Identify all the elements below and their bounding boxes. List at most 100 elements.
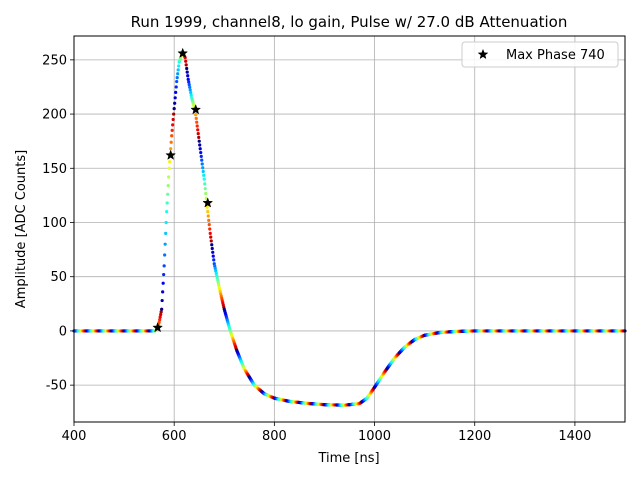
waveform-point: [163, 253, 167, 257]
waveform-point: [208, 227, 212, 231]
waveform-point: [216, 278, 220, 282]
waveform-point: [166, 192, 170, 196]
waveform-point: [204, 196, 208, 200]
waveform-point: [188, 85, 192, 89]
waveform-point: [170, 134, 174, 138]
max-phase-marker: [152, 321, 164, 333]
waveform-point: [183, 56, 187, 60]
waveform-point: [195, 120, 199, 124]
waveform-point: [175, 76, 179, 80]
waveform-point: [211, 254, 215, 258]
max-phase-marker: [177, 47, 189, 58]
waveform-point: [198, 143, 202, 147]
waveform-point: [187, 80, 191, 84]
waveform-point: [171, 123, 175, 127]
waveform-point: [158, 315, 162, 319]
waveform-point: [186, 74, 190, 78]
waveform-point: [159, 312, 163, 317]
waveform-point: [199, 154, 203, 158]
y-tick-label: 200: [42, 108, 67, 123]
waveform-point: [194, 113, 198, 117]
waveform-point: [160, 307, 164, 311]
waveform-point: [169, 140, 173, 144]
max-phase-marker: [202, 197, 214, 208]
waveform-point: [176, 72, 180, 76]
x-axis-ticks: 400 600 800 1000 1200 1400: [62, 422, 591, 444]
waveform-point: [185, 70, 189, 74]
waveform-point: [200, 162, 204, 166]
waveform-point: [189, 90, 193, 95]
waveform-point: [206, 210, 210, 214]
x-tick-label: 600: [162, 429, 187, 444]
legend-box: [461, 41, 619, 68]
y-tick-label: 100: [42, 216, 67, 231]
x-axis-label: Time [ns]: [317, 451, 379, 466]
waveform-point: [187, 83, 191, 87]
waveform-point: [213, 264, 217, 268]
waveform-point: [160, 298, 164, 303]
waveform-point: [214, 271, 218, 275]
waveform-point: [157, 320, 161, 324]
waveform-point: [209, 235, 213, 239]
waveform-point: [167, 175, 171, 179]
waveform-point: [204, 191, 208, 196]
max-phase-markers: [152, 47, 214, 333]
waveform-point: [196, 131, 200, 136]
waveform-point: [174, 90, 178, 94]
waveform-point: [171, 117, 175, 122]
y-tick-label: -50: [46, 379, 67, 394]
waveform-point: [162, 264, 166, 268]
waveform-point: [214, 269, 218, 273]
waveform-point: [169, 147, 173, 151]
waveform-point: [167, 166, 171, 170]
waveform-point: [173, 101, 177, 105]
waveform-point: [176, 68, 180, 72]
waveform-point: [164, 220, 168, 225]
x-tick-label: 1200: [458, 429, 491, 444]
waveform-point: [212, 258, 216, 262]
waveform-point: [174, 85, 178, 89]
waveform-point: [202, 173, 206, 177]
waveform-point: [188, 88, 192, 92]
waveform-point: [175, 79, 179, 84]
waveform-point: [201, 166, 205, 170]
waveform-point: [201, 169, 205, 174]
x-tick-label: 800: [262, 429, 287, 444]
waveform-point: [172, 112, 176, 116]
waveform-point: [158, 318, 162, 322]
max-phase-marker: [190, 104, 202, 115]
waveform-point: [199, 150, 203, 155]
waveform-point: [213, 266, 217, 271]
waveform-point: [185, 66, 189, 71]
waveform-point: [210, 246, 214, 251]
waveform-point: [198, 147, 202, 151]
waveform-point: [206, 214, 210, 218]
waveform-point: [164, 231, 168, 235]
x-tick-label: 400: [62, 429, 87, 444]
waveform-point: [207, 218, 211, 222]
waveform-point: [159, 310, 163, 314]
waveform-point: [207, 223, 211, 227]
waveform-point: [186, 77, 190, 81]
waveform-point: [210, 243, 214, 247]
waveform-point: [177, 64, 181, 68]
y-tick-label: 150: [42, 162, 67, 177]
waveform-point: [172, 107, 176, 111]
waveform-point: [189, 93, 193, 97]
y-tick-label: 0: [59, 324, 67, 339]
legend-label: Max Phase 740: [506, 48, 605, 63]
waveform-point: [208, 231, 212, 235]
waveform-point: [173, 96, 177, 100]
legend-star-icon: [477, 48, 489, 60]
waveform-point: [211, 250, 215, 254]
x-tick-label: 1000: [358, 429, 391, 444]
waveform-point: [161, 290, 165, 294]
waveform-point: [216, 281, 220, 285]
waveform-point: [195, 124, 199, 128]
waveform-point: [184, 59, 188, 63]
waveform-point: [205, 205, 209, 209]
waveform-point: [194, 116, 198, 120]
x-tick-label: 1400: [558, 429, 591, 444]
